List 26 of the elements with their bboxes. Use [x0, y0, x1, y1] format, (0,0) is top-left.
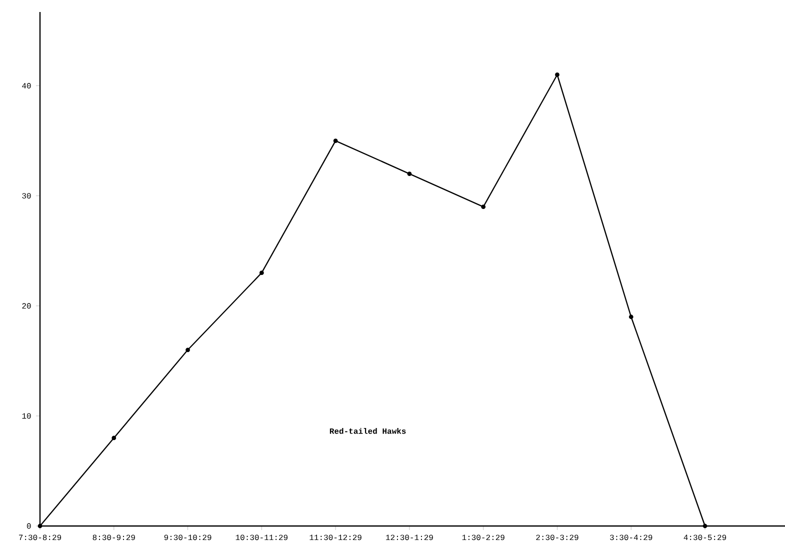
point [112, 436, 116, 440]
point [333, 138, 338, 143]
point [702, 524, 708, 528]
x-tick-label: 2:30-3:29 [536, 534, 578, 540]
y-tick-label: 10 [22, 413, 31, 419]
y-tick-label: 20 [22, 303, 31, 309]
point [407, 172, 412, 176]
point [259, 270, 264, 276]
x-tick-label: 1:30-2:29 [462, 534, 504, 540]
point [628, 314, 634, 320]
point [481, 204, 486, 210]
point [555, 72, 560, 77]
x-tick-label: 9:30-10:29 [164, 534, 212, 540]
y-tick-label: 40 [22, 83, 31, 88]
x-tick-label: 8:30-9:29 [92, 534, 135, 540]
x-tick-label: 11:30-12:29 [310, 534, 362, 540]
y-tick-label: 30 [22, 193, 31, 199]
point [186, 348, 190, 352]
x-tick-label: 12:30-1:29 [386, 534, 433, 540]
x-tick-label: 3:30-4:29 [610, 534, 652, 540]
x-tick-label: 7:30-8:29 [19, 534, 62, 540]
x-tick-label: 4:30-5:29 [684, 534, 726, 540]
text: Red-tailed Hawks [330, 428, 406, 434]
y-tick-label: 0 [26, 523, 31, 529]
point [38, 524, 42, 528]
x-tick-label: 10:30-11:29 [236, 534, 288, 540]
